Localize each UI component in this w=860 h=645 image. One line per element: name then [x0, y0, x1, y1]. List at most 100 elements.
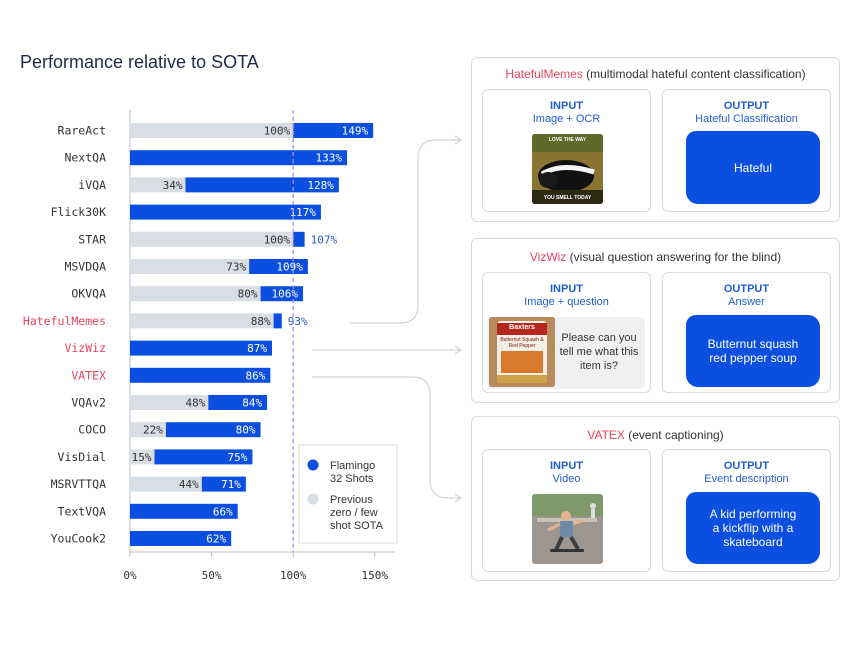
- data-label-flamingo: 80%: [236, 424, 256, 437]
- bar-flamingo: [154, 449, 253, 465]
- bar-flamingo: [130, 204, 321, 220]
- x-tick-label: 100%: [280, 569, 307, 582]
- category-label: VisDial: [58, 450, 106, 464]
- output-box: OUTPUT Hateful Classification Hateful: [662, 89, 831, 212]
- skateboard-video-frame: [532, 494, 603, 564]
- bar-flamingo: [130, 367, 271, 383]
- output-subtitle: Event description: [704, 473, 789, 485]
- data-label-flamingo: 117%: [289, 206, 316, 219]
- input-title: INPUT: [550, 283, 583, 295]
- data-label-flamingo: 149%: [342, 125, 369, 138]
- input-title: INPUT: [550, 100, 583, 112]
- bar-previous-sota: [130, 476, 202, 492]
- bar-flamingo: [130, 150, 348, 166]
- category-label: YouCook2: [51, 532, 106, 546]
- bar-previous-sota: [130, 313, 274, 329]
- data-label-flamingo: 93%: [288, 315, 308, 328]
- bar-previous-sota: [130, 231, 294, 247]
- data-label-flamingo: 71%: [221, 478, 241, 491]
- category-label: VQAv2: [71, 396, 106, 410]
- panel-vatex: VATEX (event captioning) INPUT Video: [471, 416, 840, 581]
- input-title: INPUT: [550, 460, 583, 472]
- bar-previous-sota: [130, 422, 166, 438]
- category-label: MSRVTTQA: [51, 477, 106, 491]
- data-label-flamingo: 87%: [247, 342, 267, 355]
- bar-flamingo: [185, 177, 339, 193]
- category-label: Flick30K: [51, 205, 106, 219]
- data-label-flamingo: 107%: [311, 233, 338, 246]
- bar-flamingo: [260, 286, 303, 302]
- panel-task-name: VATEX: [587, 428, 625, 442]
- data-label-previous: 100%: [264, 233, 291, 246]
- output-box: OUTPUT Answer Butternut squash red peppe…: [662, 272, 831, 393]
- output-title: OUTPUT: [723, 283, 770, 295]
- bar-flamingo: [165, 422, 261, 438]
- data-label-previous: 100%: [264, 125, 291, 138]
- data-label-flamingo: 66%: [213, 505, 233, 518]
- bar-previous-sota: [130, 449, 155, 465]
- category-label: RareAct: [58, 124, 106, 138]
- legend-marker-flamingo: [307, 459, 319, 471]
- category-label: VizWiz: [64, 341, 106, 355]
- output-subtitle: Answer: [728, 296, 765, 308]
- panel-title: VizWiz (visual question answering for th…: [472, 250, 839, 264]
- output-box: OUTPUT Event description A kid performin…: [662, 449, 831, 572]
- output-bubble: Hateful: [686, 131, 820, 204]
- panel-task-name: HatefulMemes: [505, 67, 583, 81]
- input-subtitle: Video: [552, 473, 581, 485]
- data-label-flamingo: 86%: [245, 369, 265, 382]
- category-label: MSVDQA: [64, 260, 106, 274]
- output-title: OUTPUT: [723, 460, 770, 472]
- data-label-previous: 48%: [185, 397, 205, 410]
- bar-previous-sota: [130, 286, 261, 302]
- bar-flamingo: [201, 476, 246, 492]
- chart-title: Performance relative to SOTA: [20, 52, 259, 72]
- data-label-previous: 44%: [179, 478, 199, 491]
- input-box: INPUT Image + question Baxters Butternut…: [482, 272, 651, 393]
- bar-previous-sota: [130, 395, 209, 410]
- legend-label: Flamingo: [330, 460, 375, 472]
- can-brand: Baxters: [509, 324, 535, 331]
- panel-task-desc: (visual question answering for the blind…: [569, 250, 782, 264]
- input-box: INPUT Image + OCR LOVE THE WAY YOU SMELL…: [482, 89, 651, 212]
- category-label: NextQA: [64, 151, 106, 165]
- category-label: OKVQA: [71, 287, 106, 301]
- input-subtitle: Image + OCR: [532, 113, 601, 125]
- soup-can-image: Baxters Butternut Squash & Red Pepper: [489, 317, 555, 387]
- legend-marker-previous: [307, 493, 319, 505]
- output-bubble: Butternut squash red pepper soup: [686, 315, 820, 387]
- data-label-flamingo: 106%: [271, 288, 298, 301]
- data-label-previous: 80%: [238, 288, 258, 301]
- x-tick-label: 50%: [202, 569, 222, 582]
- meme-image: LOVE THE WAY YOU SMELL TODAY: [532, 134, 603, 204]
- output-subtitle: Hateful Classification: [695, 113, 798, 125]
- x-tick-label: 150%: [362, 569, 389, 582]
- meme-bottom-text: YOU SMELL TODAY: [543, 195, 592, 201]
- input-subtitle: Image + question: [524, 296, 609, 308]
- bar-flamingo: [293, 231, 305, 247]
- bar-chart: 0% 50% 100% 150% RareAct 100% 149% NextQA 133% iV…: [23, 110, 398, 582]
- data-label-previous: 88%: [251, 315, 271, 328]
- bar-previous-sota: [130, 259, 250, 274]
- data-label-flamingo: 75%: [228, 451, 248, 464]
- x-tick-label: 0%: [123, 569, 137, 582]
- bar-flamingo: [293, 123, 374, 138]
- bar-previous-sota: [130, 177, 186, 193]
- can-label: Butternut Squash & Red Pepper: [500, 337, 544, 349]
- output-title: OUTPUT: [723, 100, 770, 112]
- panel-title: VATEX (event captioning): [472, 428, 839, 442]
- legend-label: Previous: [330, 494, 373, 506]
- data-label-flamingo: 133%: [316, 152, 343, 165]
- data-label-flamingo: 128%: [307, 179, 334, 192]
- panel-task-name: VizWiz: [529, 250, 567, 264]
- data-label-previous: 15%: [132, 451, 152, 464]
- bar-flamingo: [273, 313, 282, 329]
- bar-flamingo: [130, 503, 238, 519]
- data-label-previous: 73%: [226, 261, 246, 274]
- legend-label: 32 Shots: [330, 473, 374, 485]
- panel-hatefulmemes: HatefulMemes (multimodal hateful content…: [471, 57, 840, 222]
- category-label: HatefulMemes: [23, 314, 106, 328]
- bar-flamingo: [130, 340, 272, 356]
- legend-label: zero / few: [330, 507, 378, 519]
- data-label-flamingo: 84%: [242, 397, 262, 410]
